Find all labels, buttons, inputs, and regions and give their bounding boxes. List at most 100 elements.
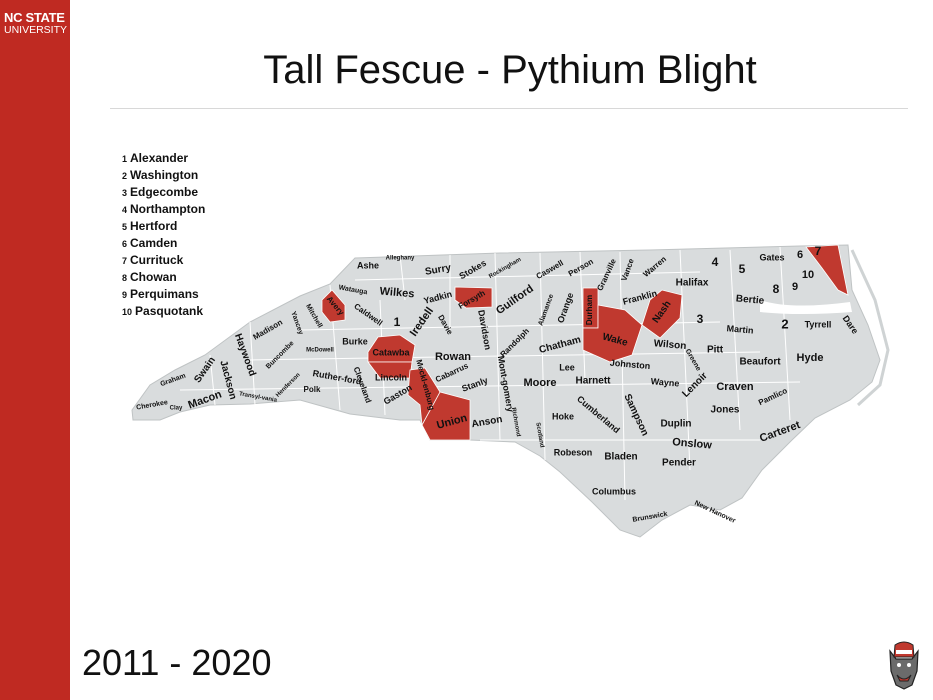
county-number-legend: 1 Alexander 2 Washington 3 Edgecombe 4 Northamp… [122, 150, 205, 320]
county-label: Scotland [534, 422, 544, 448]
county-border [249, 351, 761, 361]
county-label: Bladen [604, 452, 637, 463]
county-border [179, 381, 801, 391]
county-label: Lee [559, 362, 575, 372]
highlighted-county-avery [321, 289, 346, 323]
legend-item: 1 Alexander [122, 150, 205, 167]
highlighted-county-nash [641, 289, 683, 339]
legend-number: 8 [122, 273, 128, 283]
county-label: Martin [726, 323, 754, 335]
legend-item: 5 Hertford [122, 218, 205, 235]
albemarle-sound [760, 300, 852, 314]
county-label: Surry [424, 262, 452, 277]
legend-item: 8 Chowan [122, 269, 205, 286]
county-label: Wilkes [379, 285, 415, 300]
county-label: Gates [759, 252, 784, 262]
county-label: 3 [697, 312, 704, 326]
county-border [539, 252, 546, 461]
sidebar-band: NC STATE UNIVERSITY [0, 0, 70, 700]
county-label: Lincoln [375, 372, 407, 382]
legend-item: 9 Perquimans [122, 286, 205, 303]
county-label: Pitt [707, 345, 724, 356]
county-label: Watauga [338, 284, 368, 296]
legend-item: 6 Camden [122, 235, 205, 252]
legend-number: 4 [122, 205, 128, 215]
legend-item: 10 Pasquotank [122, 303, 205, 320]
county-label: Rowan [435, 351, 471, 363]
highlighted-county-currituck [805, 244, 849, 296]
county-label: Halifax [676, 278, 709, 289]
county-label: 1 [394, 315, 401, 329]
county-border [209, 354, 216, 406]
legend-county-name: Currituck [130, 253, 184, 267]
county-border [494, 252, 501, 441]
legend-county-name: Chowan [130, 270, 177, 284]
legend-county-name: Hertford [130, 219, 178, 233]
county-label: 2 [781, 316, 788, 331]
legend-item: 3 Edgecombe [122, 184, 205, 201]
year-range: 2011 - 2020 [82, 642, 272, 683]
county-border [729, 249, 741, 431]
county-border [679, 249, 691, 471]
county-label: Jones [711, 405, 740, 416]
county-border [619, 251, 626, 501]
county-label: McDowell [306, 348, 334, 354]
county-label: Pender [662, 458, 696, 469]
county-label: 6 [797, 249, 803, 261]
county-label: Hoke [552, 411, 574, 421]
county-border [354, 271, 701, 281]
legend-county-name: Camden [130, 236, 178, 250]
county-label: Moore [524, 377, 557, 389]
legend-county-name: Edgecombe [130, 185, 199, 199]
county-label: Onslow [672, 436, 713, 451]
legend-item: 2 Washington [122, 167, 205, 184]
county-label: 4 [712, 255, 719, 269]
county-label: Harnett [575, 376, 611, 387]
county-label: Wilson [653, 338, 687, 352]
county-label: Columbus [592, 486, 636, 496]
county-label: Duplin [660, 419, 691, 430]
county-label: Durham [585, 295, 594, 325]
county-label: Tyrrell [805, 319, 832, 329]
title-divider [110, 108, 908, 109]
county-label: Wayne [650, 376, 679, 388]
legend-county-name: Alexander [130, 151, 189, 165]
county-label: 5 [739, 262, 746, 276]
wolf-mascot-icon [889, 641, 919, 690]
legend-county-name: Pasquotank [135, 304, 204, 318]
legend-county-name: Perquimans [130, 287, 199, 301]
county-label: 10 [802, 269, 814, 281]
highlighted-county-union [421, 391, 471, 441]
county-label: Anson [471, 414, 504, 430]
legend-number: 6 [122, 239, 128, 249]
county-label: Bertie [735, 293, 765, 306]
legend-number: 1 [122, 154, 128, 164]
legend-county-name: Northampton [130, 202, 206, 216]
county-border [779, 246, 791, 421]
county-label: Craven [716, 381, 754, 393]
legend-number: 7 [122, 256, 128, 266]
outer-banks [850, 249, 890, 407]
county-label: Johnston [609, 358, 650, 371]
legend-number: 9 [122, 290, 128, 300]
county-label: Beaufort [739, 357, 781, 368]
legend-number: 5 [122, 222, 128, 232]
county-label: Richmond [510, 407, 521, 437]
state-outline [131, 244, 881, 538]
legend-number: 3 [122, 188, 128, 198]
county-label: Clay [170, 406, 183, 412]
legend-item: 7 Currituck [122, 252, 205, 269]
highlighted-county-forsyth [454, 286, 493, 309]
legend-item: 4 Northampton [122, 201, 205, 218]
slide-title: Tall Fescue - Pythium Blight [263, 48, 757, 92]
county-label: Burke [342, 336, 368, 346]
county-label: 7 [815, 244, 822, 258]
county-label: 8 [773, 282, 780, 296]
legend-number: 10 [122, 307, 133, 317]
county-label: Alleghany [386, 256, 415, 262]
county-label: 9 [792, 281, 798, 293]
legend-county-name: Washington [130, 168, 199, 182]
county-label: Ashe [357, 260, 379, 270]
county-border [249, 321, 256, 406]
legend-number: 2 [122, 171, 128, 181]
